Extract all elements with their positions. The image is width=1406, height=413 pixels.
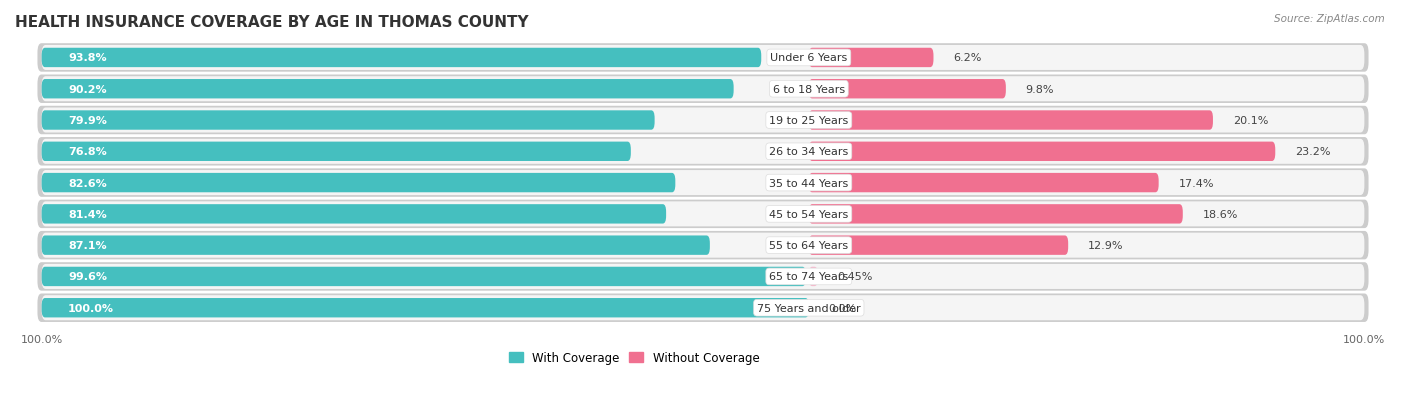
FancyBboxPatch shape — [808, 205, 1182, 224]
Text: 12.9%: 12.9% — [1088, 240, 1123, 251]
FancyBboxPatch shape — [42, 233, 1364, 258]
Text: 90.2%: 90.2% — [67, 85, 107, 95]
FancyBboxPatch shape — [42, 49, 761, 68]
FancyBboxPatch shape — [42, 77, 1364, 102]
Text: 99.6%: 99.6% — [67, 272, 107, 282]
Text: Source: ZipAtlas.com: Source: ZipAtlas.com — [1274, 14, 1385, 24]
Text: 100.0%: 100.0% — [67, 303, 114, 313]
FancyBboxPatch shape — [42, 295, 1364, 320]
FancyBboxPatch shape — [808, 49, 934, 68]
Text: 0.0%: 0.0% — [828, 303, 856, 313]
FancyBboxPatch shape — [42, 46, 1364, 71]
Text: 0.45%: 0.45% — [838, 272, 873, 282]
FancyBboxPatch shape — [808, 267, 818, 287]
FancyBboxPatch shape — [42, 111, 655, 131]
Text: 23.2%: 23.2% — [1295, 147, 1330, 157]
Text: 6.2%: 6.2% — [953, 53, 981, 63]
Text: 19 to 25 Years: 19 to 25 Years — [769, 116, 848, 126]
Text: 82.6%: 82.6% — [67, 178, 107, 188]
FancyBboxPatch shape — [38, 138, 1368, 166]
Text: 20.1%: 20.1% — [1233, 116, 1268, 126]
FancyBboxPatch shape — [42, 202, 1364, 227]
FancyBboxPatch shape — [38, 44, 1368, 73]
Text: 93.8%: 93.8% — [67, 53, 107, 63]
Text: 79.9%: 79.9% — [67, 116, 107, 126]
Text: 6 to 18 Years: 6 to 18 Years — [773, 85, 845, 95]
FancyBboxPatch shape — [808, 111, 1213, 131]
FancyBboxPatch shape — [38, 231, 1368, 260]
Text: 55 to 64 Years: 55 to 64 Years — [769, 240, 848, 251]
Legend: With Coverage, Without Coverage: With Coverage, Without Coverage — [505, 347, 765, 369]
Text: 45 to 54 Years: 45 to 54 Years — [769, 209, 848, 219]
FancyBboxPatch shape — [42, 236, 710, 255]
FancyBboxPatch shape — [38, 294, 1368, 322]
Text: 75 Years and older: 75 Years and older — [756, 303, 860, 313]
FancyBboxPatch shape — [38, 75, 1368, 104]
FancyBboxPatch shape — [42, 108, 1364, 133]
FancyBboxPatch shape — [42, 80, 734, 99]
FancyBboxPatch shape — [38, 169, 1368, 197]
FancyBboxPatch shape — [42, 298, 808, 318]
Text: 87.1%: 87.1% — [67, 240, 107, 251]
FancyBboxPatch shape — [42, 140, 1364, 164]
FancyBboxPatch shape — [808, 80, 1005, 99]
FancyBboxPatch shape — [808, 173, 1159, 193]
Text: 76.8%: 76.8% — [67, 147, 107, 157]
Text: 35 to 44 Years: 35 to 44 Years — [769, 178, 848, 188]
Text: 9.8%: 9.8% — [1026, 85, 1054, 95]
Text: 17.4%: 17.4% — [1178, 178, 1213, 188]
FancyBboxPatch shape — [38, 263, 1368, 291]
FancyBboxPatch shape — [42, 142, 631, 161]
Text: Under 6 Years: Under 6 Years — [770, 53, 848, 63]
FancyBboxPatch shape — [38, 107, 1368, 135]
FancyBboxPatch shape — [42, 267, 806, 287]
FancyBboxPatch shape — [42, 205, 666, 224]
FancyBboxPatch shape — [42, 173, 675, 193]
Text: 65 to 74 Years: 65 to 74 Years — [769, 272, 848, 282]
Text: 81.4%: 81.4% — [67, 209, 107, 219]
Text: 26 to 34 Years: 26 to 34 Years — [769, 147, 848, 157]
FancyBboxPatch shape — [808, 142, 1275, 161]
Text: 18.6%: 18.6% — [1202, 209, 1239, 219]
FancyBboxPatch shape — [808, 236, 1069, 255]
FancyBboxPatch shape — [38, 200, 1368, 228]
Text: HEALTH INSURANCE COVERAGE BY AGE IN THOMAS COUNTY: HEALTH INSURANCE COVERAGE BY AGE IN THOM… — [15, 15, 529, 30]
FancyBboxPatch shape — [42, 264, 1364, 289]
FancyBboxPatch shape — [42, 171, 1364, 196]
